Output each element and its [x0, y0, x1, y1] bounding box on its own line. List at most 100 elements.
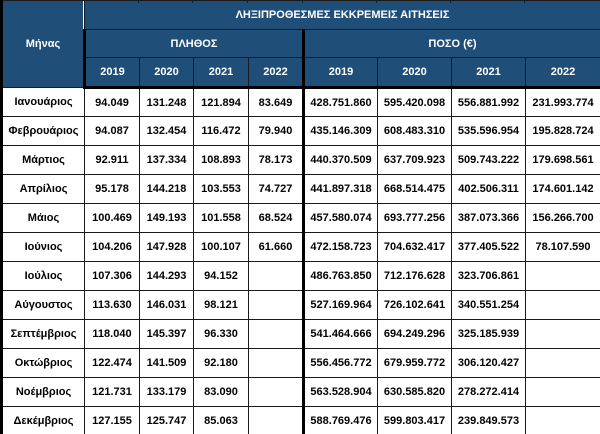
header-row-title: Μήνας ΛΗΞΙΠΡΟΘΕΣΜΕΣ ΕΚΚΡΕΜΕΙΣ ΑΙΤΗΣΕΙΣ: [1, 0, 600, 88]
value-cell: [525, 406, 600, 434]
value-cell: 174.601.142: [525, 174, 600, 204]
table-row: Ιούνιος 104.206 147.928 100.107 61.660 472.15…: [1, 232, 600, 262]
value-cell: [248, 377, 304, 407]
value-cell: 132.454: [139, 116, 194, 146]
table-body: Ιανουάριος 94.049 131.248 121.894 83.649 428.…: [1, 87, 600, 434]
year-header: 2022: [248, 57, 304, 89]
gridline-tick: [450, 0, 451, 3]
month-cell: Σεπτέμβριος: [1, 319, 85, 349]
value-cell: 509.743.222: [451, 145, 526, 175]
value-cell: 79.940: [248, 116, 304, 146]
value-cell: 156.266.700: [525, 203, 600, 233]
month-cell: Φεβρουάριος: [1, 116, 85, 146]
value-cell: 440.370.509: [302, 145, 378, 175]
year-header: 2019: [302, 57, 378, 89]
month-column-header: Μήνας: [1, 0, 85, 88]
value-cell: 556.881.992: [451, 87, 526, 117]
value-cell: 100.107: [193, 232, 249, 262]
value-cell: 195.828.724: [525, 116, 600, 146]
value-cell: 147.928: [139, 232, 194, 262]
table-row: Δεκέμβριος 127.155 125.747 85.063 588.769.47…: [1, 406, 600, 434]
value-cell: 92.180: [193, 348, 249, 378]
gridline-tick: [524, 0, 525, 3]
value-cell: 68.524: [248, 203, 304, 233]
value-cell: 101.558: [193, 203, 249, 233]
value-cell: 668.514.475: [377, 174, 452, 204]
month-cell: Ιανουάριος: [1, 87, 85, 117]
value-cell: 527.169.964: [302, 290, 378, 320]
value-cell: 113.630: [84, 290, 140, 320]
value-cell: 486.763.850: [302, 261, 378, 291]
value-cell: 278.272.414: [451, 377, 526, 407]
table-row: Ιούλιος 107.306 144.293 94.152 486.763.850 71…: [1, 261, 600, 291]
value-cell: 679.959.772: [377, 348, 452, 378]
value-cell: 402.506.311: [451, 174, 526, 204]
table-row: Νοέμβριος 121.731 133.179 83.090 563.528.904…: [1, 377, 600, 407]
value-cell: [525, 261, 600, 291]
table-row: Μάρτιος 92.911 137.334 108.893 78.173 440.370…: [1, 145, 600, 175]
year-header: 2022: [525, 57, 600, 89]
value-cell: 608.483.310: [377, 116, 452, 146]
value-cell: 116.472: [193, 116, 249, 146]
gridline-tick: [192, 0, 193, 3]
value-cell: 340.551.254: [451, 290, 526, 320]
gridline-tick: [302, 0, 303, 3]
value-cell: 145.397: [139, 319, 194, 349]
table-row: Απρίλιος 95.178 144.218 103.553 74.727 441.89…: [1, 174, 600, 204]
value-cell: 441.897.318: [302, 174, 378, 204]
value-cell: 563.528.904: [302, 377, 378, 407]
value-cell: [525, 348, 600, 378]
month-cell: Νοέμβριος: [1, 377, 85, 407]
table-row: Μάιος 100.469 149.193 101.558 68.524 457.580.…: [1, 203, 600, 233]
value-cell: [525, 319, 600, 349]
value-cell: 100.469: [84, 203, 140, 233]
value-cell: [248, 261, 304, 291]
value-cell: 556.456.772: [302, 348, 378, 378]
month-cell: Αύγουστος: [1, 290, 85, 320]
gridline-tick: [376, 0, 377, 3]
month-cell: Απρίλιος: [1, 174, 85, 204]
value-cell: 325.185.939: [451, 319, 526, 349]
month-cell: Δεκέμβριος: [1, 406, 85, 434]
value-cell: 144.218: [139, 174, 194, 204]
value-cell: 239.849.573: [451, 406, 526, 434]
table-row: Φεβρουάριος 94.087 132.454 116.472 79.940 435…: [1, 116, 600, 146]
gridline-tick: [138, 0, 139, 3]
value-cell: 630.585.820: [377, 377, 452, 407]
month-cell: Ιούνιος: [1, 232, 85, 262]
value-cell: 103.553: [193, 174, 249, 204]
value-cell: 125.747: [139, 406, 194, 434]
value-cell: 377.405.522: [451, 232, 526, 262]
value-cell: 637.709.923: [377, 145, 452, 175]
value-cell: 127.155: [84, 406, 140, 434]
month-cell: Μάιος: [1, 203, 85, 233]
value-cell: 118.040: [84, 319, 140, 349]
value-cell: 121.731: [84, 377, 140, 407]
value-cell: 121.894: [193, 87, 249, 117]
value-cell: [248, 290, 304, 320]
table-title: ΛΗΞΙΠΡΟΘΕΣΜΕΣ ΕΚΚΡΕΜΕΙΣ ΑΙΤΗΣΕΙΣ: [84, 0, 600, 30]
table-row: Σεπτέμβριος 118.040 145.397 96.330 541.464.6…: [1, 319, 600, 349]
value-cell: [525, 377, 600, 407]
value-cell: 472.158.723: [302, 232, 378, 262]
table-row: Αύγουστος 113.630 146.031 98.121 527.169.964…: [1, 290, 600, 320]
value-cell: 435.146.309: [302, 116, 378, 146]
value-cell: 693.777.256: [377, 203, 452, 233]
value-cell: [248, 406, 304, 434]
value-cell: 108.893: [193, 145, 249, 175]
value-cell: 144.293: [139, 261, 194, 291]
header-row-groups: ΠΛΗΘΟΣ ΠΟΣΟ (€): [2, 29, 600, 58]
value-cell: 535.596.954: [451, 116, 526, 146]
value-cell: 726.102.641: [377, 290, 452, 320]
value-cell: 78.173: [248, 145, 304, 175]
value-cell: 141.509: [139, 348, 194, 378]
value-cell: 541.464.666: [302, 319, 378, 349]
year-header: 2021: [451, 57, 526, 89]
value-cell: 704.632.417: [377, 232, 452, 262]
value-cell: 83.649: [248, 87, 304, 117]
value-cell: 137.334: [139, 145, 194, 175]
value-cell: 78.107.590: [525, 232, 600, 262]
year-header: 2021: [193, 57, 249, 89]
value-cell: 98.121: [193, 290, 249, 320]
